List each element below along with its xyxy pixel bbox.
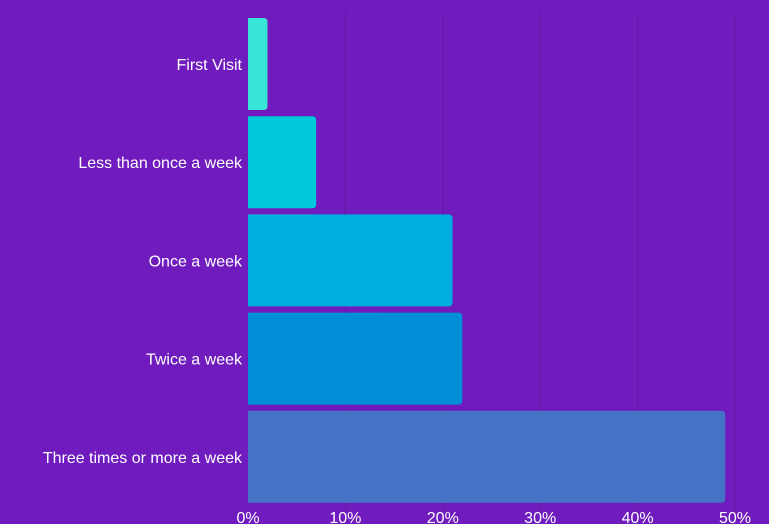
x-tick-label: 20% xyxy=(427,510,459,524)
x-tick-label: 30% xyxy=(524,510,556,524)
bars xyxy=(248,18,726,503)
category-label-twice-a-week: Twice a week xyxy=(146,352,243,369)
category-label-first-visit: First Visit xyxy=(177,57,243,74)
bar-less-than-once-a-week xyxy=(248,116,317,209)
x-tick-label: 50% xyxy=(719,510,751,524)
bar-first-visit xyxy=(248,18,268,110)
x-tick-label: 10% xyxy=(329,510,361,524)
category-label-less-than-once-a-week: Less than once a week xyxy=(78,155,243,172)
bar-twice-a-week xyxy=(248,312,463,405)
category-label-three-times-or-more-a-week: Three times or more a week xyxy=(43,450,243,467)
x-tick-labels: 0% 10% 20% 30% 40% 50% xyxy=(236,510,751,524)
category-label-once-a-week: Once a week xyxy=(149,253,243,270)
x-tick-label: 0% xyxy=(236,510,259,524)
bar-once-a-week xyxy=(248,214,453,307)
x-tick-label: 40% xyxy=(622,510,654,524)
category-labels: First Visit Less than once a week Once a… xyxy=(43,57,243,467)
bar-three-times-or-more-a-week xyxy=(248,410,726,503)
